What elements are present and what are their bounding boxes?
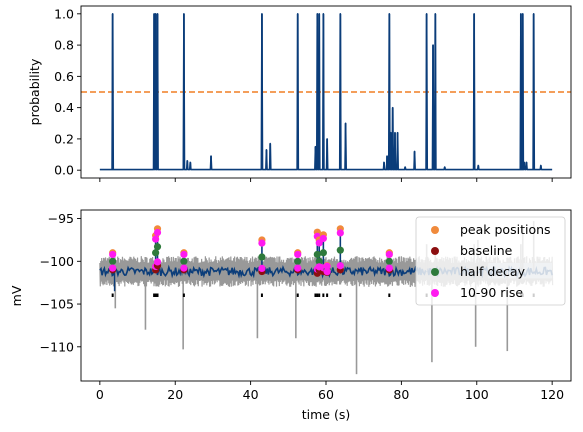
rise-90-point bbox=[323, 262, 331, 270]
half-decay-point bbox=[153, 243, 162, 251]
half-decay-point bbox=[336, 246, 344, 254]
event-marker bbox=[111, 293, 114, 297]
voltage-x-tick-label: 40 bbox=[243, 387, 259, 402]
voltage-y-tick-label: −105 bbox=[40, 297, 74, 312]
probability-y-tick-label: 0.2 bbox=[54, 131, 74, 146]
event-marker bbox=[388, 293, 391, 297]
rise-10-point bbox=[109, 264, 117, 272]
rise-90-point bbox=[385, 250, 393, 259]
half-decay-point bbox=[258, 253, 266, 261]
probability-panel: 0.0 0.2 0.4 0.6 0.8 1.0 probability bbox=[27, 5, 572, 182]
half-decay-point bbox=[319, 249, 327, 257]
probability-y-axis-label: probability bbox=[27, 58, 42, 125]
legend: peak positions baseline half decay 10-90… bbox=[415, 216, 566, 306]
voltage-x-tick-label: 120 bbox=[540, 387, 564, 402]
voltage-y-ticks: −110 −105 −100 −95 bbox=[40, 211, 81, 354]
rise-90-point bbox=[336, 229, 344, 237]
rise-90-point bbox=[258, 239, 266, 247]
voltage-x-tick-label: 100 bbox=[465, 387, 489, 402]
legend-marker-10-90-rise bbox=[431, 289, 439, 297]
voltage-y-axis-label: mV bbox=[9, 285, 24, 306]
probability-x-ticks bbox=[99, 178, 553, 182]
probability-y-tick-label: 0.0 bbox=[54, 163, 74, 178]
voltage-y-tick-label: −110 bbox=[40, 339, 74, 354]
event-marker bbox=[182, 293, 185, 297]
rise-10-point bbox=[323, 268, 331, 276]
legend-marker-half-decay bbox=[431, 268, 439, 276]
event-marker bbox=[318, 293, 321, 297]
rise-10-point bbox=[258, 264, 266, 272]
probability-y-tick-label: 0.6 bbox=[54, 69, 74, 84]
half-decay-point bbox=[294, 257, 302, 265]
probability-plot-content bbox=[81, 13, 571, 171]
voltage-x-tick-label: 0 bbox=[96, 387, 104, 402]
rise-90-point bbox=[153, 228, 162, 237]
rise-10-point bbox=[385, 264, 393, 272]
event-marker bbox=[322, 293, 325, 297]
legend-label-10-90-rise: 10-90 rise bbox=[460, 285, 523, 300]
legend-marker-baseline bbox=[431, 247, 439, 255]
event-marker bbox=[156, 293, 159, 297]
event-marker bbox=[316, 293, 319, 297]
voltage-x-tick-label: 60 bbox=[318, 387, 334, 402]
rise-10-point bbox=[336, 262, 344, 270]
rise-90-point bbox=[180, 250, 188, 259]
rise-90-point bbox=[319, 234, 327, 243]
probability-y-ticks: 0.0 0.2 0.4 0.6 0.8 1.0 bbox=[54, 6, 81, 178]
voltage-x-axis-label: time (s) bbox=[302, 407, 350, 422]
voltage-x-ticks: 0 20 40 60 80 100 120 bbox=[96, 381, 564, 402]
voltage-x-tick-label: 20 bbox=[167, 387, 183, 402]
half-decay-point bbox=[385, 257, 393, 265]
voltage-x-tick-label: 80 bbox=[393, 387, 409, 402]
event-marker bbox=[154, 293, 157, 297]
rise-10-point bbox=[180, 264, 188, 272]
legend-marker-peak-positions bbox=[431, 226, 439, 234]
event-marker bbox=[326, 293, 329, 297]
rise-10-point bbox=[153, 258, 162, 266]
legend-label-peak-positions: peak positions bbox=[460, 222, 551, 237]
rise-90-point bbox=[109, 250, 117, 259]
event-marker bbox=[153, 293, 156, 297]
voltage-y-tick-label: −95 bbox=[48, 211, 74, 226]
half-decay-point bbox=[109, 257, 117, 265]
legend-label-half-decay: half decay bbox=[460, 264, 526, 279]
legend-box bbox=[415, 216, 566, 306]
event-marker bbox=[296, 293, 299, 297]
event-marker bbox=[339, 293, 342, 297]
half-decay-point bbox=[315, 257, 323, 265]
voltage-y-tick-label: −100 bbox=[40, 254, 74, 269]
legend-label-baseline: baseline bbox=[460, 243, 513, 258]
probability-y-tick-label: 1.0 bbox=[54, 6, 74, 21]
rise-90-point bbox=[152, 235, 160, 243]
half-decay-point bbox=[313, 250, 321, 259]
rise-10-point bbox=[294, 264, 302, 272]
event-marker bbox=[260, 293, 263, 297]
event-marker bbox=[314, 293, 317, 297]
voltage-panel: −110 −105 −100 −95 0 20 40 60 80 100 120 mV time … bbox=[9, 209, 572, 422]
probability-y-tick-label: 0.8 bbox=[54, 38, 74, 53]
half-decay-point bbox=[180, 257, 188, 265]
probability-y-tick-label: 0.4 bbox=[54, 100, 74, 115]
rise-90-point bbox=[294, 250, 302, 259]
half-decay-point bbox=[152, 249, 160, 257]
